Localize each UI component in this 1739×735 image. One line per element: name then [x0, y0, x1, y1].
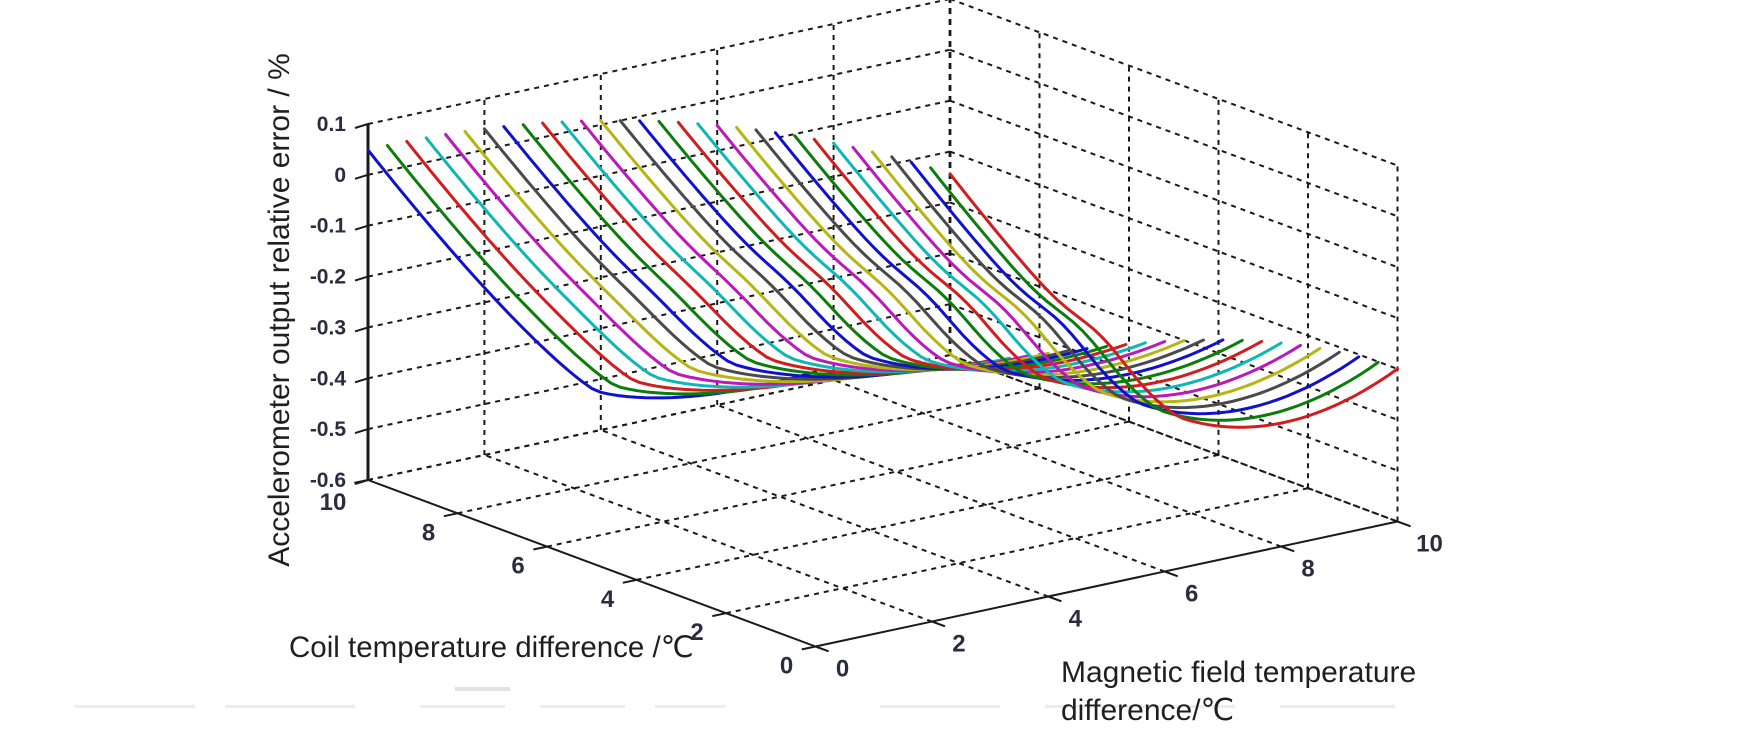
svg-text:-0.2: -0.2 — [310, 266, 346, 289]
svg-text:2: 2 — [690, 619, 703, 646]
svg-text:-0.3: -0.3 — [310, 316, 346, 339]
svg-text:-0.4: -0.4 — [310, 367, 347, 390]
svg-text:10: 10 — [1416, 531, 1443, 558]
svg-text:2: 2 — [952, 631, 965, 658]
svg-text:0: 0 — [836, 656, 849, 683]
svg-text:0: 0 — [334, 164, 346, 187]
svg-text:difference/℃: difference/℃ — [1061, 694, 1234, 727]
svg-text:8: 8 — [1301, 556, 1314, 583]
svg-text:Accelerometer output relative: Accelerometer output relative error / % — [263, 53, 296, 567]
svg-text:4: 4 — [601, 586, 615, 613]
svg-text:-0.6: -0.6 — [310, 469, 346, 492]
svg-text:-0.5: -0.5 — [310, 418, 347, 441]
svg-text:-0.1: -0.1 — [310, 215, 347, 238]
svg-text:Coil temperature difference /℃: Coil temperature difference /℃ — [289, 631, 694, 664]
svg-text:10: 10 — [320, 489, 347, 516]
svg-text:0: 0 — [780, 653, 793, 680]
svg-text:8: 8 — [422, 519, 435, 546]
svg-text:4: 4 — [1069, 606, 1083, 633]
svg-text:6: 6 — [1185, 581, 1198, 608]
svg-text:6: 6 — [511, 553, 524, 580]
svg-text:0.1: 0.1 — [317, 113, 347, 136]
svg-text:Magnetic field temperature: Magnetic field temperature — [1061, 656, 1416, 689]
